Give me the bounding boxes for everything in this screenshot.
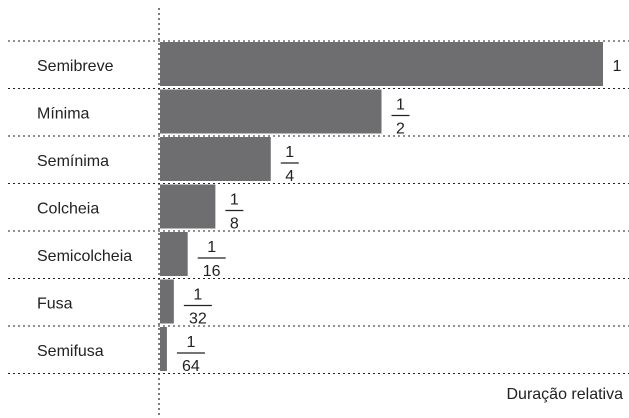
value-label-denominator: 64 bbox=[182, 358, 200, 375]
bar bbox=[160, 184, 216, 229]
bar bbox=[160, 327, 167, 371]
bar bbox=[160, 279, 174, 324]
value-label-numerator: 1 bbox=[207, 239, 216, 256]
value-label-numerator: 1 bbox=[193, 287, 202, 304]
category-label: Mínima bbox=[37, 105, 90, 122]
value-label-numerator: 1 bbox=[396, 97, 405, 114]
value-label-denominator: 4 bbox=[285, 168, 294, 185]
x-axis-label: Duração relativa bbox=[507, 386, 624, 403]
category-label: Semínima bbox=[37, 153, 109, 170]
category-label: Colcheia bbox=[37, 200, 99, 217]
bar bbox=[160, 232, 188, 276]
value-label-denominator: 32 bbox=[189, 311, 207, 328]
value-label-numerator: 1 bbox=[230, 192, 239, 209]
value-label-numerator: 1 bbox=[285, 144, 294, 161]
value-label: 1 bbox=[613, 58, 622, 75]
value-label-numerator: 1 bbox=[186, 334, 195, 351]
value-label-denominator: 8 bbox=[230, 216, 239, 233]
bar bbox=[160, 137, 271, 181]
bar bbox=[160, 89, 382, 134]
value-label-denominator: 16 bbox=[203, 263, 221, 280]
category-label: Semicolcheia bbox=[37, 248, 132, 265]
category-label: Fusa bbox=[37, 295, 73, 312]
value-label-denominator: 2 bbox=[396, 121, 405, 138]
category-label: Semifusa bbox=[37, 343, 104, 360]
category-label: Semibreve bbox=[37, 58, 114, 75]
bar bbox=[160, 42, 603, 86]
